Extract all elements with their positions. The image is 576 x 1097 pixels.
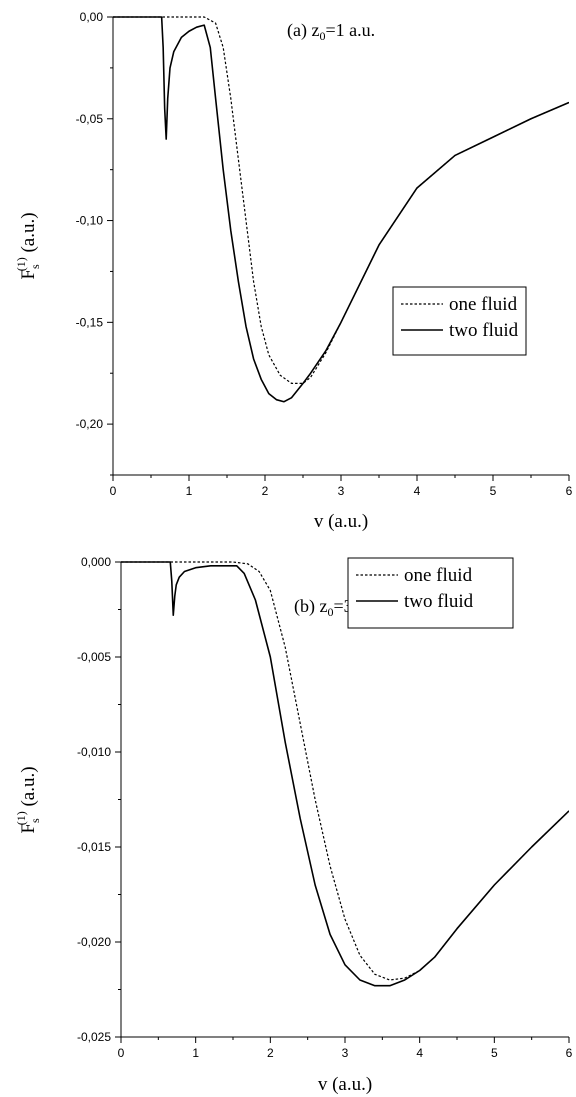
legend-label: two fluid xyxy=(404,591,474,612)
y-tick-label: -0,015 xyxy=(77,840,111,854)
y-tick-label: -0,20 xyxy=(76,417,104,431)
y-tick-label: -0,025 xyxy=(77,1030,111,1044)
panel-a: 0 1 2 3 4 5 6 0,00 -0,05 -0,10 -0,15 -0,20 v (a.u.) F… xyxy=(14,10,573,532)
legend: one fluid two fluid xyxy=(347,557,514,629)
legend-box xyxy=(347,557,514,629)
series-line-two-fluid xyxy=(113,16,569,403)
legend-label: one fluid xyxy=(404,565,473,586)
legend-label: two fluid xyxy=(449,320,519,341)
x-tick-label: 6 xyxy=(566,484,573,498)
y-tick-label: -0,020 xyxy=(77,935,111,949)
x-tick-label: 4 xyxy=(416,1046,423,1060)
y-tick-label: -0,15 xyxy=(76,315,104,329)
x-tick-label: 6 xyxy=(566,1046,573,1060)
y-axis-label: Fs(1) (a.u.) xyxy=(14,212,42,279)
x-tick-label: 2 xyxy=(262,484,269,498)
x-tick-label: 3 xyxy=(342,1046,349,1060)
y-tick-label: -0,10 xyxy=(76,214,104,228)
legend-box xyxy=(392,286,527,356)
x-tick-label: 2 xyxy=(267,1046,274,1060)
y-tick-label: 0,00 xyxy=(80,10,104,24)
series-line-two-fluid xyxy=(121,561,569,987)
y-axis-label: Fs(1) (a.u.) xyxy=(14,766,42,833)
x-tick-label: 4 xyxy=(414,484,421,498)
y-tick-label: 0,000 xyxy=(81,555,111,569)
x-tick-label: 5 xyxy=(490,484,497,498)
y-tick-label: -0,005 xyxy=(77,650,111,664)
x-tick-label: 5 xyxy=(491,1046,498,1060)
y-tick-label: -0,05 xyxy=(76,112,104,126)
panel-annotation: (a) z0=1 a.u. xyxy=(287,20,375,43)
x-axis-label: v (a.u.) xyxy=(318,1074,372,1095)
legend-label: one fluid xyxy=(449,294,518,315)
legend: one fluid two fluid xyxy=(392,286,527,356)
panel-b: 0 1 2 3 4 5 6 0,000 -0,005 -0,010 -0,015 -0,020 -0,0… xyxy=(14,555,573,1095)
x-tick-label: 0 xyxy=(118,1046,125,1060)
x-tick-label: 1 xyxy=(192,1046,199,1060)
x-axis-label: v (a.u.) xyxy=(314,511,368,532)
y-tick-label: -0,010 xyxy=(77,745,111,759)
x-tick-label: 0 xyxy=(110,484,117,498)
x-tick-label: 3 xyxy=(338,484,345,498)
x-tick-label: 1 xyxy=(186,484,193,498)
